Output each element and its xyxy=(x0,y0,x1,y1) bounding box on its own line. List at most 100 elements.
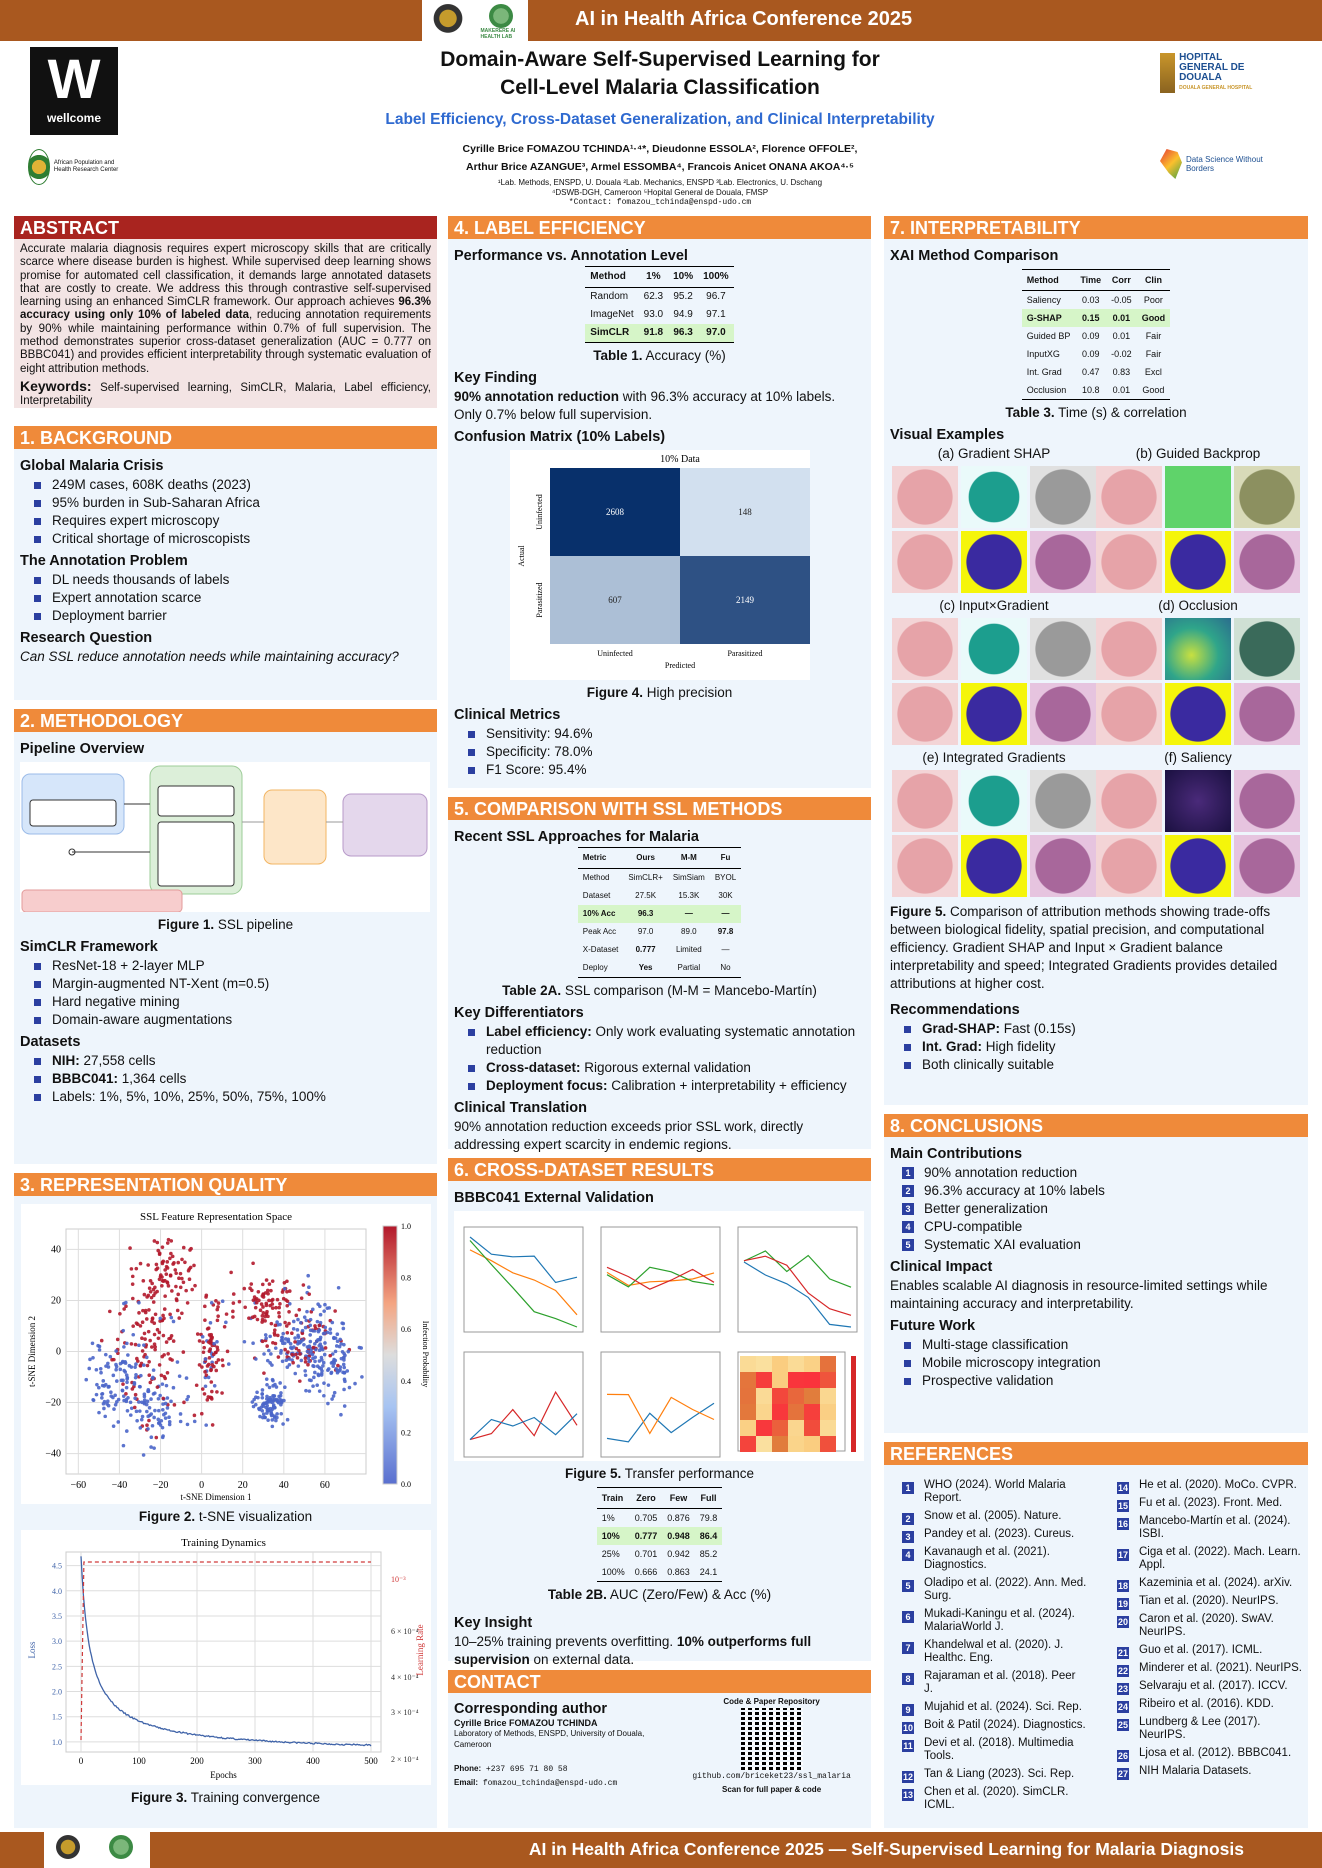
table-cell: BYOL xyxy=(714,873,737,882)
scatter-point xyxy=(160,1435,165,1440)
scatter-point xyxy=(97,1344,101,1349)
attribution-panel: (f) Saliency xyxy=(1096,749,1300,897)
list-item: Both clinically suitable xyxy=(902,1056,1302,1074)
scatter-point xyxy=(292,1340,297,1344)
table-cell: 15.3K xyxy=(678,891,700,900)
scatter-point xyxy=(274,1412,279,1416)
list-item: Multi-stage classification xyxy=(902,1336,1302,1354)
ssl-comparison-table: Metric Ours M-M Fu Method SimCLR+ SimSiam BYOL D… xyxy=(577,847,742,978)
scatter-point xyxy=(267,1334,272,1339)
x-tick-label: 300 xyxy=(248,1756,262,1766)
heatmap-cell xyxy=(820,1436,836,1452)
subheading: Datasets xyxy=(20,1034,81,1050)
scatter-point xyxy=(157,1330,161,1335)
scatter-point xyxy=(146,1308,151,1312)
footer-banner xyxy=(0,1832,1322,1868)
scatter-point xyxy=(206,1362,211,1367)
reference-item: 11 Devi et al. (2018). Multimedia Tools. xyxy=(902,1737,1074,1762)
scatter-point xyxy=(310,1307,315,1312)
scatter-point xyxy=(305,1273,310,1278)
repo-link[interactable]: github.com/briceket23/ssl_malaria xyxy=(692,1772,851,1781)
scatter-point xyxy=(321,1360,326,1365)
scatter-point xyxy=(134,1409,138,1414)
matrix-cell xyxy=(679,556,810,644)
attribution-map-image xyxy=(1030,683,1096,745)
section-heading: REFERENCES xyxy=(884,1442,1308,1465)
scatter-point xyxy=(142,1292,146,1297)
scatter-point xyxy=(260,1402,265,1407)
email-link[interactable]: Email: fomazou_tchinda@enspd-udo.cm xyxy=(454,1778,618,1788)
scatter-point xyxy=(108,1354,112,1359)
y2-tick-label: 3 × 10⁻⁴ xyxy=(391,1708,419,1717)
scatter-point xyxy=(101,1384,106,1388)
scatter-point xyxy=(329,1397,334,1401)
y-tick-label: 2.0 xyxy=(52,1688,62,1697)
scatter-point xyxy=(171,1319,175,1324)
future-work-list: Multi-stage classification Mobile microsc… xyxy=(902,1336,1302,1390)
list-item: Domain-aware augmentations xyxy=(32,1011,431,1029)
table-row: 25% 0.701 0.942 85.2 xyxy=(597,1545,723,1563)
scatter-point xyxy=(179,1257,184,1262)
scatter-point xyxy=(284,1290,289,1294)
scatter-point xyxy=(146,1389,150,1394)
scatter-point xyxy=(183,1288,188,1293)
attribution-map-image xyxy=(1030,618,1096,680)
heatmap-cell xyxy=(756,1436,772,1452)
scatter-point xyxy=(303,1318,308,1323)
scatter-point xyxy=(264,1278,268,1282)
scatter-point xyxy=(105,1399,110,1403)
recommendations-list: Grad-SHAP: Fast (0.15s) Int. Grad: High f… xyxy=(902,1020,1302,1074)
attribution-map-image xyxy=(1234,770,1300,832)
scatter-point xyxy=(222,1325,226,1329)
scatter-point xyxy=(202,1318,207,1322)
scatter-point xyxy=(138,1373,143,1378)
scatter-point xyxy=(124,1380,129,1385)
scatter-point xyxy=(313,1326,317,1331)
scatter-point xyxy=(146,1418,151,1423)
attribution-map-image xyxy=(892,835,958,897)
scatter-point xyxy=(259,1392,264,1396)
scatter-point xyxy=(86,1366,91,1371)
scatter-point xyxy=(278,1391,283,1395)
scatter-point xyxy=(275,1297,279,1302)
scatter-point xyxy=(147,1286,151,1291)
scatter-point xyxy=(177,1374,181,1378)
scatter-point xyxy=(260,1305,265,1309)
table-cell: Fair xyxy=(1145,349,1162,359)
scatter-point xyxy=(136,1300,141,1305)
qr-code[interactable] xyxy=(740,1708,803,1770)
x-tick-label: 40 xyxy=(278,1480,288,1491)
scatter-point xyxy=(287,1289,292,1293)
x-axis-label: Epochs xyxy=(210,1770,237,1780)
scatter-point xyxy=(144,1402,148,1407)
reference-item: 3 Pandey et al. (2023). Cureus. xyxy=(902,1528,1087,1543)
scatter-point xyxy=(192,1419,197,1424)
scatter-point xyxy=(286,1337,290,1342)
list-item: Mobile microscopy integration xyxy=(902,1354,1302,1372)
table-row: InputXG 0.09 -0.02 Fair xyxy=(1022,345,1170,363)
heatmap-cell xyxy=(788,1372,804,1388)
differentiators-list: Label efficiency: Only work evaluating s… xyxy=(466,1023,865,1095)
attribution-examples-grid: (a) Gradient SHAP (b) Guided Backprop (c) … xyxy=(890,445,1302,897)
reference-item: 24 Ribeiro et al. (2016). KDD. xyxy=(1117,1698,1274,1713)
scatter-point xyxy=(256,1406,261,1411)
panel-label: (f) Saliency xyxy=(1164,750,1232,765)
scatter-point xyxy=(237,1299,241,1304)
table-2a-caption: Table 2A. SSL comparison (M-M = Mancebo-… xyxy=(502,983,817,998)
scatter-point xyxy=(156,1421,161,1425)
scatter-point xyxy=(228,1270,233,1275)
scatter-point xyxy=(134,1321,138,1325)
scatter-point xyxy=(157,1316,162,1321)
colorbar-tick-label: 0.2 xyxy=(401,1428,411,1437)
scan-note: Scan for full paper & code xyxy=(722,1785,822,1794)
heatmap-cell xyxy=(788,1420,804,1436)
scatter-point xyxy=(101,1406,106,1411)
scatter-point xyxy=(166,1237,170,1242)
table-cell: 0.777 xyxy=(635,945,656,954)
scatter-point xyxy=(173,1284,178,1289)
reference-item: 5 Oladipo et al. (2022). Ann. Med. Surg. xyxy=(902,1577,1087,1603)
table-cell: Int. Grad xyxy=(1026,367,1062,377)
column-header: Clin xyxy=(1136,269,1171,291)
scatter-point xyxy=(165,1370,169,1375)
scatter-point xyxy=(282,1286,287,1291)
